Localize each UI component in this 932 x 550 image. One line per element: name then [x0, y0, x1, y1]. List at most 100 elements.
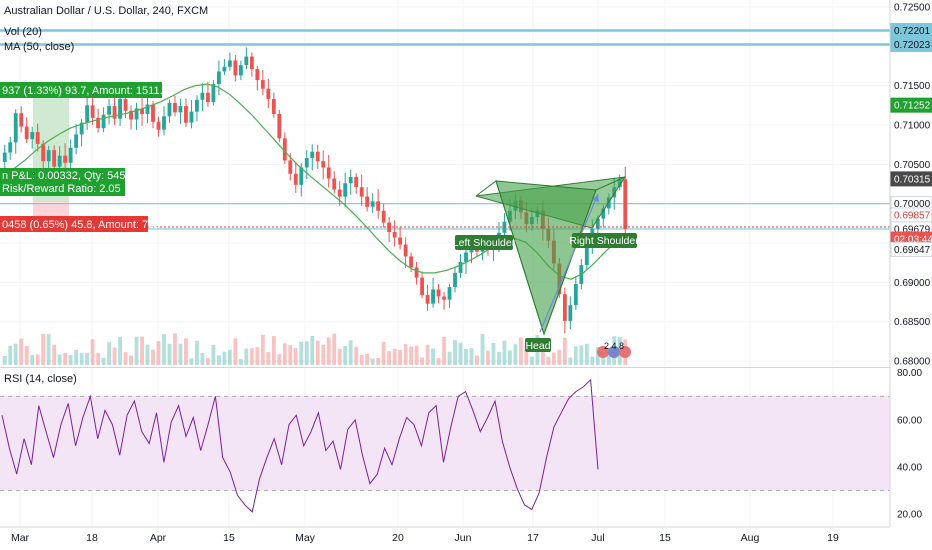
time-tick: Jul: [591, 532, 604, 544]
candle-body: [282, 138, 287, 161]
candle-body: [436, 289, 441, 297]
price-label-text: 0.69679: [894, 224, 931, 235]
candle-body: [442, 296, 446, 300]
time-axis[interactable]: Mar 18 Apr 15 May 20 Jun 17 Jul 15 Aug 19: [11, 532, 839, 544]
candle-body: [464, 252, 468, 262]
volume-bar: [486, 350, 490, 365]
rsi-pane[interactable]: [0, 378, 890, 513]
volume-bar: [359, 354, 364, 365]
candle-body: [156, 121, 161, 130]
rsi-legend[interactable]: RSI (14, close): [4, 373, 77, 385]
candle-body: [107, 106, 112, 115]
volume-bar: [365, 353, 370, 365]
volume-bar: [606, 347, 611, 365]
candle-body: [568, 305, 573, 321]
volume-bar: [205, 358, 210, 365]
candle-body: [30, 132, 35, 140]
volume-bar: [35, 354, 40, 365]
candle-body: [326, 167, 331, 179]
candle-body: [277, 113, 282, 139]
candle-body: [2, 152, 7, 162]
volume-bar: [90, 339, 95, 365]
candle-body: [79, 122, 84, 135]
candle-body: [222, 66, 227, 72]
head-text: Head: [525, 340, 550, 352]
volume-bar: [414, 345, 419, 365]
candle-body: [376, 201, 381, 211]
price-label-text: 0.69647: [894, 245, 931, 256]
right-shoulder-text: Right Shoulder: [569, 235, 639, 247]
volume-bar: [584, 343, 589, 365]
candle-body: [57, 155, 62, 167]
risk-label-text: Risk/Reward Ratio: 2.05: [2, 183, 121, 195]
horizontal-lines[interactable]: [0, 29, 890, 230]
volume-bar: [249, 348, 254, 365]
volume-bar: [321, 344, 326, 365]
volume-bar: [348, 340, 353, 365]
candle-body: [68, 147, 73, 163]
right-shoulder-label: Right Shoulder: [569, 233, 639, 248]
candle-body: [123, 99, 128, 111]
candle-body: [167, 102, 172, 117]
candle-body: [205, 92, 210, 103]
volume-bar: [425, 344, 430, 365]
candle-body: [414, 267, 419, 278]
candle-body: [134, 108, 139, 120]
time-tick: 17: [527, 532, 539, 544]
volume-bar: [200, 353, 205, 365]
pnl-label[interactable]: n P&L: 0.00332, Qty: 54585 Risk/Reward R…: [0, 168, 138, 196]
left-shoulder-text: Left Shoulder: [453, 237, 516, 249]
candle-body: [96, 117, 101, 129]
candle-body: [458, 261, 463, 273]
rsi-tick: 60.00: [897, 415, 922, 426]
volume-bar: [601, 356, 606, 365]
volume-bar: [24, 346, 29, 365]
target-label[interactable]: 937 (1.33%) 93.7, Amount: 1511.46: [0, 82, 175, 98]
price-tick: 0.71000: [894, 120, 931, 131]
volume-bar: [151, 349, 155, 365]
volume-bar: [79, 352, 84, 365]
candle-body: [359, 187, 364, 197]
rsi-axis[interactable]: 80.00 60.00 40.00 20.00: [897, 368, 922, 520]
volume-bar: [233, 338, 238, 365]
candle-body: [332, 178, 337, 190]
volume-bar: [167, 343, 172, 365]
candle-body: [151, 104, 155, 122]
projection-arrowhead: [592, 194, 599, 202]
events-marker[interactable]: 2 4 8: [597, 341, 631, 358]
volume-bar: [244, 348, 249, 365]
volume-bar: [260, 334, 265, 365]
price-axis-background: [890, 0, 932, 550]
candle-body: [52, 150, 57, 167]
volume-bar: [381, 341, 386, 365]
candle-body: [409, 256, 414, 268]
volume-bar: [30, 354, 35, 365]
volume-bar: [403, 344, 408, 365]
candle-body: [310, 151, 315, 159]
volume-bar: [211, 345, 216, 365]
ma-legend[interactable]: MA (50, close): [4, 41, 74, 53]
candle-body: [343, 183, 348, 197]
stop-label[interactable]: 0458 (0.65%) 45.8, Amount: 750: [0, 216, 160, 232]
candle-body: [19, 113, 24, 127]
time-tick: Aug: [741, 532, 760, 544]
candle-body: [140, 108, 144, 114]
volume-bar: [595, 347, 600, 365]
candle-body: [118, 99, 122, 119]
rsi-tick: 80.00: [897, 368, 922, 379]
volume-bar: [540, 347, 545, 365]
candle-body: [420, 277, 425, 295]
flag-icon: [619, 346, 631, 358]
candle-body: [46, 150, 51, 162]
volume-bar: [469, 348, 474, 365]
vol-legend[interactable]: Vol (20): [4, 26, 42, 38]
volume-bar: [442, 336, 446, 365]
candle-body: [24, 126, 29, 140]
volume-bar: [299, 341, 304, 365]
volume-bar: [508, 350, 512, 365]
volume-bar: [96, 353, 101, 365]
projection-arrow: [539, 193, 599, 333]
head-shoulders-pattern[interactable]: [475, 176, 627, 336]
events-count: 2 4 8: [604, 341, 624, 351]
